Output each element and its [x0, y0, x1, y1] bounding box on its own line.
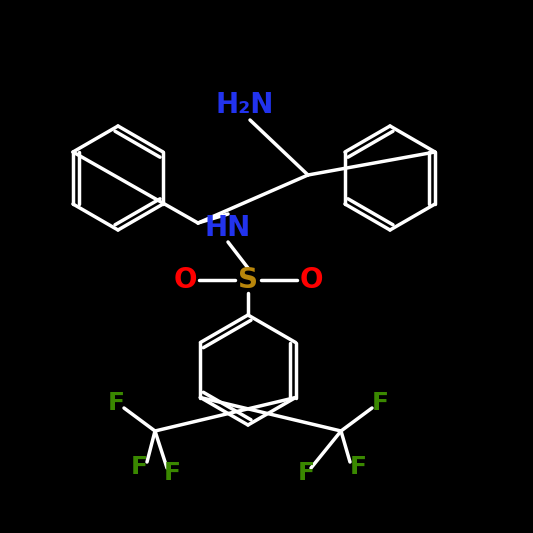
Text: F: F	[350, 455, 367, 479]
Text: F: F	[164, 461, 181, 485]
Text: F: F	[372, 391, 389, 415]
Text: F: F	[131, 455, 148, 479]
Text: F: F	[297, 461, 314, 485]
Text: F: F	[108, 391, 125, 415]
Text: S: S	[238, 266, 258, 294]
Text: HN: HN	[205, 214, 251, 242]
Text: H₂N: H₂N	[216, 91, 274, 119]
Text: O: O	[173, 266, 197, 294]
Text: O: O	[299, 266, 323, 294]
